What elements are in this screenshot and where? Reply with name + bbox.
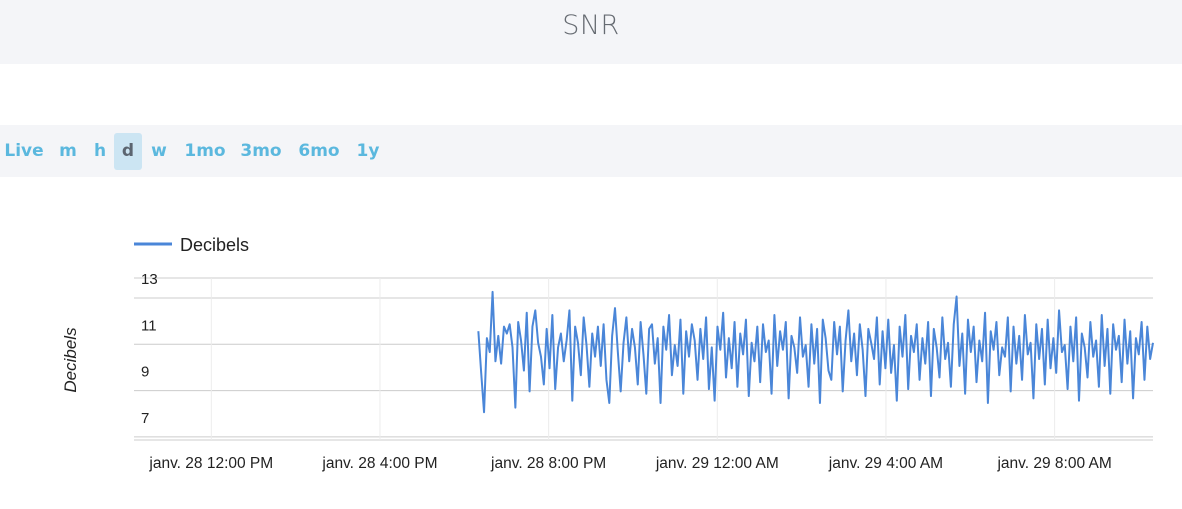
- range-week-button[interactable]: w: [151, 141, 167, 161]
- page-title: SNR: [562, 10, 620, 41]
- series-line-decibels: [477, 290, 1154, 414]
- title-bar: SNR: [0, 0, 1182, 64]
- legend: Decibels: [134, 235, 249, 255]
- y-axis-label: Decibels: [61, 327, 80, 393]
- y-axis: 13 11 9 7: [141, 271, 158, 427]
- snr-line-chart: Decibels Decibels 13 11 9 7 janv. 28 12:00 …: [61, 235, 1154, 472]
- x-tick-label: janv. 28 12:00 PM: [148, 455, 273, 472]
- x-tick-label: janv. 29 4:00 AM: [828, 455, 943, 472]
- y-tick-label: 13: [141, 271, 158, 288]
- x-axis: janv. 28 12:00 PM janv. 28 4:00 PM janv. 2…: [148, 455, 1111, 472]
- x-tick-label: janv. 28 4:00 PM: [321, 455, 437, 472]
- range-hour-button[interactable]: h: [93, 141, 107, 161]
- y-tick-label: 9: [141, 364, 149, 381]
- plot-area: [477, 290, 1154, 414]
- range-6mo-button[interactable]: 6mo: [298, 141, 340, 161]
- range-1mo-button[interactable]: 1mo: [184, 141, 226, 161]
- range-minute-button[interactable]: m: [59, 141, 77, 161]
- range-live-button[interactable]: Live: [4, 141, 44, 161]
- x-tick-label: janv. 29 8:00 AM: [996, 455, 1111, 472]
- x-tick-label: janv. 29 12:00 AM: [655, 455, 779, 472]
- legend-label: Decibels: [180, 235, 249, 255]
- x-tick-label: janv. 28 8:00 PM: [490, 455, 606, 472]
- range-day-button[interactable]: d: [114, 133, 142, 170]
- range-1y-button[interactable]: 1y: [356, 141, 380, 161]
- y-tick-label: 7: [141, 410, 149, 427]
- time-range-selector: Live m h d w 1mo 3mo 6mo 1y: [0, 125, 1182, 177]
- y-tick-label: 11: [141, 317, 157, 334]
- range-3mo-button[interactable]: 3mo: [240, 141, 282, 161]
